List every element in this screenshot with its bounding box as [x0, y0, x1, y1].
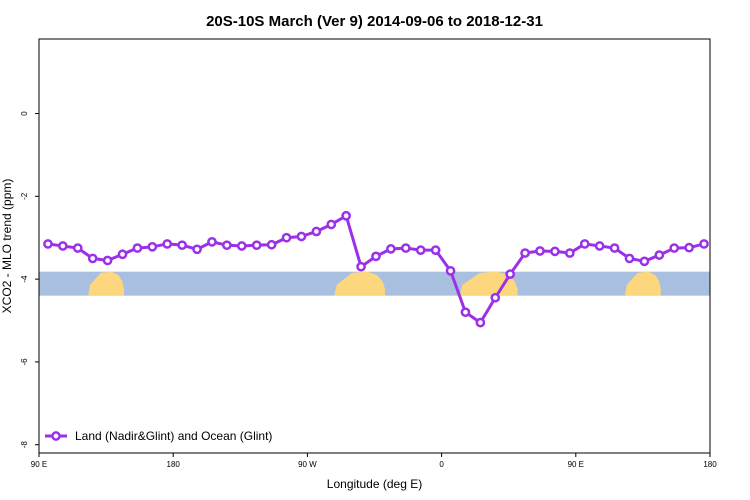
- data-point: [639, 256, 650, 267]
- data-point: [669, 243, 680, 253]
- data-point: [207, 237, 217, 247]
- data-point: [311, 226, 322, 237]
- data-point: [654, 250, 665, 260]
- land-south-america: [334, 271, 385, 296]
- land-ocean-band: [39, 271, 710, 296]
- data-point: [460, 307, 471, 318]
- data-point: [117, 249, 128, 260]
- data-point: [296, 231, 307, 242]
- land-australia: [625, 271, 661, 296]
- y-tick-label: -6: [20, 358, 29, 366]
- data-point: [266, 239, 277, 250]
- x-tick-label: 180: [703, 460, 717, 469]
- data-point: [699, 239, 709, 249]
- data-point: [371, 251, 381, 262]
- data-point: [281, 232, 292, 243]
- x-tick-label: 90 E: [568, 460, 584, 469]
- x-axis-label: Longitude (deg E): [327, 477, 422, 491]
- data-point: [684, 242, 694, 253]
- series-line: [47, 214, 705, 325]
- y-tick-label: 0: [20, 111, 29, 116]
- data-point: [222, 240, 232, 251]
- data-point: [505, 269, 516, 280]
- data-point: [147, 241, 158, 252]
- x-axis: 90 E 180 90 W 0 90 E 180: [31, 453, 717, 469]
- data-point: [520, 248, 530, 258]
- legend: Land (Nadir&Glint) and Ocean (Glint): [45, 429, 272, 443]
- x-tick-label: 90 E: [31, 460, 47, 469]
- data-point: [72, 243, 83, 253]
- data-point: [624, 253, 635, 264]
- data-point: [564, 248, 575, 258]
- data-point: [132, 243, 143, 253]
- y-tick-label: -8: [20, 441, 29, 449]
- data-point: [445, 265, 456, 276]
- y-axis: 0 -2 -4 -6 -8: [20, 111, 39, 449]
- data-point: [102, 255, 113, 266]
- land-africa: [459, 271, 518, 296]
- land-australia: [88, 271, 124, 296]
- data-point: [475, 317, 486, 328]
- data-point: [490, 292, 501, 303]
- series-layer: [43, 210, 709, 328]
- data-point: [251, 240, 262, 251]
- data-point: [415, 245, 426, 255]
- y-axis-label: XCO2 - MLO trend (ppm): [0, 179, 14, 314]
- x-tick-label: 0: [439, 460, 444, 469]
- data-point: [535, 246, 545, 256]
- data-point: [430, 245, 441, 255]
- data-point: [87, 253, 98, 264]
- chart-title: 20S-10S March (Ver 9) 2014-09-06 to 2018…: [206, 13, 543, 30]
- data-point: [594, 241, 605, 251]
- data-point: [177, 240, 187, 251]
- legend-label: Land (Nadir&Glint) and Ocean (Glint): [75, 429, 272, 443]
- data-point: [192, 244, 202, 255]
- data-point: [58, 241, 68, 251]
- y-tick-label: -4: [20, 275, 29, 283]
- data-point: [609, 243, 620, 253]
- data-point: [386, 244, 396, 254]
- legend-marker: [51, 431, 61, 441]
- data-point: [162, 239, 173, 249]
- plot-frame: [38, 38, 711, 454]
- data-point: [579, 239, 590, 249]
- data-point: [400, 243, 411, 253]
- data-point: [356, 261, 366, 272]
- data-point: [341, 210, 352, 221]
- data-point: [236, 241, 247, 251]
- x-tick-label: 180: [167, 460, 181, 469]
- x-tick-label: 90 W: [298, 460, 317, 469]
- data-point: [326, 219, 337, 230]
- y-tick-label: -2: [20, 192, 29, 200]
- data-point: [550, 246, 560, 257]
- data-point: [43, 239, 53, 249]
